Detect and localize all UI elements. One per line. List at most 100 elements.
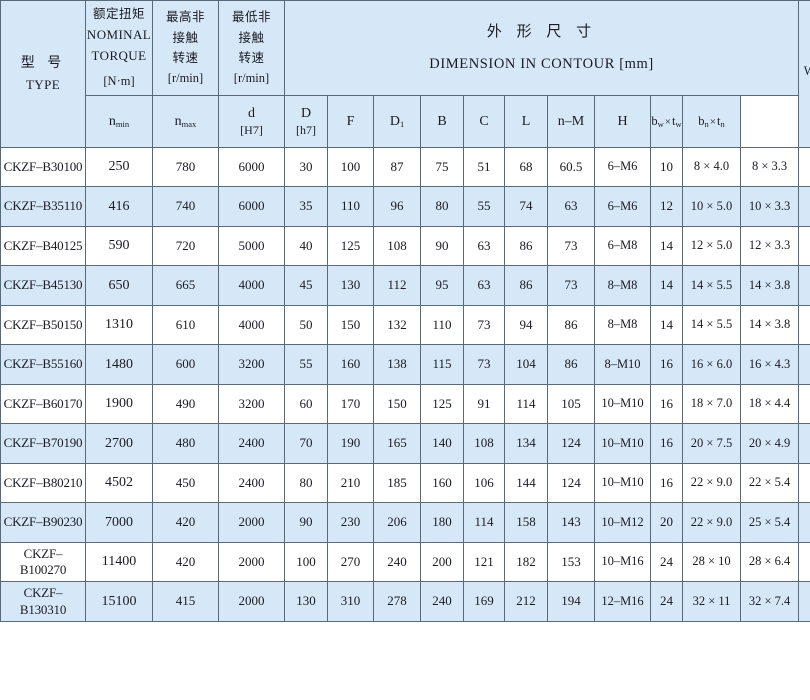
subheader-bw-b: b [651,113,658,128]
cell-type: CKZF–B45130 [0,265,86,306]
table-row: CKZF–B45130 650 665 4000 45 130 112 95 63 86 73 8–M… [0,265,810,306]
cell-L: 105 [547,383,595,425]
header-nmaxspeed-unit: [r/min] [167,71,204,85]
cell-L: 73 [547,225,595,267]
cell-nmax: 3200 [218,383,285,425]
cell-D: 125 [327,225,374,267]
cell-L: 73 [547,265,595,306]
header-dimension-cn: 外 形 尺 寸 [486,22,597,41]
cell-H: 16 [650,423,683,464]
cell-n-M: 8–M8 [594,304,651,346]
cell-H: 16 [650,462,683,504]
cell-d: 60 [284,383,328,425]
cell-L: 86 [547,304,595,346]
header-min-noncontact-speed: 最低非 接触 转速 [r/min] [218,0,285,96]
table-row: CKZF–B30100 250 780 6000 30 100 87 75 51 68 60.5 6–… [0,146,810,188]
cell-B: 91 [463,383,505,425]
cell-nmax: 4000 [218,304,285,346]
cell-weight: 29.5 [798,502,810,543]
cell-d: 30 [284,146,328,188]
cell-C: 86 [504,265,548,306]
header-nmaxspeed-cn2: 接触 [172,29,199,45]
cell-D1: 115 [420,344,464,385]
cell-bw-tw: 16 × 6.0 [682,344,741,385]
cell-type: CKZF–B35110 [0,186,86,227]
header-nminspeed-unit: [r/min] [233,71,270,85]
subheader-nmin-symbol: n [108,113,116,129]
cell-D: 230 [327,502,374,543]
cell-weight: 12.7 [798,383,810,425]
subheader-C: C [463,94,505,148]
cell-D1: 75 [420,146,464,188]
cell-type: CKZF–B90230 [0,502,86,543]
header-weight-en: WEIGHT [800,64,810,80]
cell-F: 87 [373,146,421,188]
cell-weight: 19.0 [798,462,810,504]
cell-D: 210 [327,462,374,504]
cell-nmin: 610 [152,304,219,346]
subheader-nmin: nmin [85,94,153,148]
cell-n-M: 6–M8 [594,225,651,267]
header-dimension-en: DIMENSION IN CONTOUR [mm] [429,56,654,73]
cell-d: 80 [284,462,328,504]
cell-H: 16 [650,344,683,385]
subheader-L: L [504,94,548,148]
table-row: CKZF–B55160 1480 600 3200 55 160 138 115 73 104 86… [0,344,810,385]
cell-nmin: 480 [152,423,219,464]
cell-bw-tw: 12 × 5.0 [682,225,741,267]
cell-H: 24 [650,541,683,583]
cell-B: 169 [463,581,505,622]
subheader-bn-bsub: n [704,118,709,129]
subheader-B-symbol: B [437,113,447,129]
cell-C: 158 [504,502,548,543]
cell-n-M: 8–M8 [594,265,651,306]
cell-C: 104 [504,344,548,385]
cell-type: CKZF–B55160 [0,344,86,385]
header-type-cn: 型 号 [20,54,66,71]
cell-D: 310 [327,581,374,622]
cell-F: 150 [373,383,421,425]
cell-bn-tn: 20 × 4.9 [739,423,800,464]
cell-D1: 200 [420,541,464,583]
cell-type: CKZF–B80210 [0,462,86,504]
cell-d: 35 [284,186,328,227]
cell-nominal-torque: 2700 [85,423,153,464]
cell-F: 240 [373,541,421,583]
cell-nmin: 720 [152,225,219,267]
cell-D: 270 [327,541,374,583]
header-torque-cn: 额定扭矩 [92,6,145,21]
subheader-bn-b: b [698,113,705,128]
cell-D1: 240 [420,581,464,622]
cell-nmin: 420 [152,502,219,543]
subheader-D1-subscript: 1 [399,118,405,129]
cell-d: 40 [284,225,328,267]
cell-H: 12 [650,186,683,227]
cell-type: CKZF–B40125 [0,225,86,267]
cell-H: 14 [650,265,683,306]
cell-nominal-torque: 1310 [85,304,153,346]
header-torque-en1: NOMINAL [86,26,152,42]
cell-bn-tn: 12 × 3.3 [739,225,800,267]
cell-C: 74 [504,186,548,227]
subheader-nmax-subscript: max [181,118,197,129]
cell-bn-tn: 25 × 5.4 [739,502,800,543]
cell-H: 16 [650,383,683,425]
cell-weight: 9.0 [798,344,810,385]
cell-bn-tn: 18 × 4.4 [739,383,800,425]
cell-B: 106 [463,462,505,504]
cell-bn-tn: 8 × 3.3 [739,146,800,188]
cell-C: 94 [504,304,548,346]
cell-nmin: 740 [152,186,219,227]
header-max-noncontact-speed: 最高非 接触 转速 [r/min] [152,0,219,96]
cell-bw-tw: 20 × 7.5 [682,423,741,464]
subheader-B: B [420,94,464,148]
cell-nominal-torque: 250 [85,146,153,188]
cell-weight: 3.2 [798,186,810,227]
cell-n-M: 10–M16 [594,541,651,583]
cell-weight: 42.5 [798,541,810,583]
subheader-nmax: nmax [152,94,219,148]
cell-D1: 140 [420,423,464,464]
header-type: 型 号 TYPE [0,0,86,148]
header-nmaxspeed-cn1: 最高非 [165,9,205,25]
